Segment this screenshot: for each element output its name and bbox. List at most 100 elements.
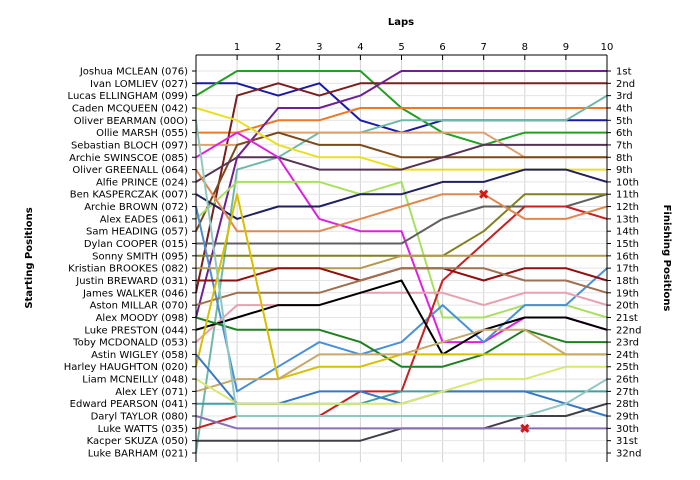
finishing-position-label: 29th <box>616 412 639 423</box>
series-line <box>195 291 608 343</box>
finishing-position-label: 4th <box>616 103 633 114</box>
starting-position-label: Astin WIGLEY (058) <box>91 350 188 361</box>
series-line <box>195 267 608 307</box>
series-line <box>195 168 608 220</box>
finishing-position-label: 3rd <box>616 91 633 102</box>
finishing-position-label: 5th <box>616 116 633 127</box>
series-line <box>195 120 608 417</box>
retirement-marker <box>520 423 530 433</box>
finishing-position-label: 15th <box>616 239 639 250</box>
series-line <box>195 82 607 294</box>
finishing-position-label: 20th <box>616 301 639 312</box>
starting-position-label: Ivan LOMLIEV (027) <box>90 79 188 90</box>
starting-position-label: Archie SWINSCOE (085) <box>69 153 188 164</box>
finishing-position-label: 7th <box>616 140 633 151</box>
series-line <box>195 94 608 454</box>
starting-position-labels: Joshua MCLEAN (076)Ivan LOMLIEV (027)Luc… <box>64 67 188 460</box>
series-line <box>195 70 607 318</box>
lap-tick-label: 5 <box>398 42 404 53</box>
finishing-position-label: 6th <box>616 128 633 139</box>
starting-position-label: Alex LEY (071) <box>115 387 188 398</box>
starting-position-label: Alex EADES (061) <box>100 214 188 225</box>
axes <box>192 54 611 462</box>
starting-position-label: Archie BROWN (072) <box>84 202 188 213</box>
finishing-position-label: 24th <box>616 350 639 361</box>
finishing-position-label: 9th <box>616 165 633 176</box>
starting-position-label: James WALKER (046) <box>82 288 188 299</box>
starting-position-label: Lucas ELLINGHAM (099) <box>68 91 189 102</box>
finishing-position-label: 32nd <box>616 449 641 460</box>
lap-tick-label: 4 <box>357 42 363 53</box>
series-line <box>195 415 607 430</box>
starting-position-label: Sebastian BLOCH (097) <box>71 140 188 151</box>
retirement-markers <box>479 189 530 433</box>
finishing-position-label: 23rd <box>616 338 639 349</box>
finishing-position-label: 16th <box>616 251 639 262</box>
starting-position-label: Sam HEADING (057) <box>86 227 188 238</box>
series-line <box>195 365 607 405</box>
starting-position-label: Edward PEARSON (041) <box>70 399 188 410</box>
finishing-position-label: 17th <box>616 264 639 275</box>
lap-tick-label: 10 <box>601 42 614 53</box>
starting-position-label: Alfie PRINCE (024) <box>96 177 188 188</box>
series-line <box>195 328 607 393</box>
lap-tick-label: 2 <box>275 42 281 53</box>
starting-position-label: Luke BARHAM (021) <box>88 449 188 460</box>
finishing-position-label: 12th <box>616 202 639 213</box>
starting-position-label: Ollie MARSH (055) <box>96 128 188 139</box>
series-line <box>195 169 608 233</box>
starting-position-label: Alex MOODY (098) <box>96 313 188 324</box>
finishing-position-label: 8th <box>616 153 633 164</box>
starting-position-label: Joshua MCLEAN (076) <box>79 67 188 78</box>
finishing-position-label: 26th <box>616 375 639 386</box>
finishing-position-label: 14th <box>616 227 639 238</box>
lap-tick-labels: 1 2 3 4 5 6 7 8 9 10 <box>234 42 613 53</box>
series-line <box>196 254 607 270</box>
finishing-position-label: 19th <box>616 288 639 299</box>
left-axis-title: Starting Positions <box>24 207 35 308</box>
retirement-marker <box>479 189 489 199</box>
starting-position-label: Sonny SMITH (095) <box>92 251 188 262</box>
starting-position-label: Dylan COOPER (015) <box>84 239 188 250</box>
starting-position-label: Caden MCQUEEN (042) <box>72 103 188 114</box>
finishing-position-label: 30th <box>616 424 639 435</box>
finishing-position-label: 11th <box>616 190 639 201</box>
finishing-position-label: 2nd <box>616 79 635 90</box>
lap-tick-label: 9 <box>563 42 569 53</box>
finishing-position-label: 27th <box>616 387 639 398</box>
x-axis-title: Laps <box>388 17 414 28</box>
starting-position-label: Kacper SKUZA (050) <box>87 436 188 447</box>
lap-tick-label: 7 <box>481 42 487 53</box>
starting-position-label: Justin BREWARD (031) <box>75 276 188 287</box>
starting-position-label: Luke WATTS (035) <box>98 424 188 435</box>
starting-position-label: Harley HAUGHTON (020) <box>64 362 188 373</box>
lap-tick-label: 8 <box>522 42 528 53</box>
lap-tick-label: 1 <box>234 42 240 53</box>
lap-tick-label: 3 <box>316 42 322 53</box>
starting-position-label: Luke PRESTON (044) <box>84 325 188 336</box>
grid <box>196 55 608 462</box>
starting-position-label: Oliver GREENALL (064) <box>72 165 188 176</box>
series-line <box>195 206 608 393</box>
starting-position-label: Aston MILLAR (070) <box>90 301 189 312</box>
series-layer <box>195 70 608 454</box>
finishing-position-label: 25th <box>616 362 639 373</box>
finishing-position-label: 1st <box>616 67 632 78</box>
finishing-position-label: 31st <box>616 436 638 447</box>
starting-position-label: Toby MCDONALD (053) <box>72 338 188 349</box>
starting-position-label: Oliver BEARMAN (00O) <box>74 116 188 127</box>
right-axis-title: Finishing Positions <box>661 205 672 312</box>
starting-position-label: Liam MCNEILLY (048) <box>82 375 188 386</box>
finishing-position-label: 22nd <box>616 325 641 336</box>
finishing-position-label: 18th <box>616 276 639 287</box>
finishing-position-label: 21st <box>616 313 638 324</box>
finishing-position-label: 28th <box>616 399 639 410</box>
series-line <box>195 143 607 183</box>
starting-position-label: Kristian BROOKES (082) <box>68 264 188 275</box>
starting-position-label: Daryl TAYLOR (080) <box>91 412 189 423</box>
finishing-position-label: 10th <box>616 177 639 188</box>
lap-tick-label: 6 <box>439 42 445 53</box>
series-line <box>195 279 608 356</box>
